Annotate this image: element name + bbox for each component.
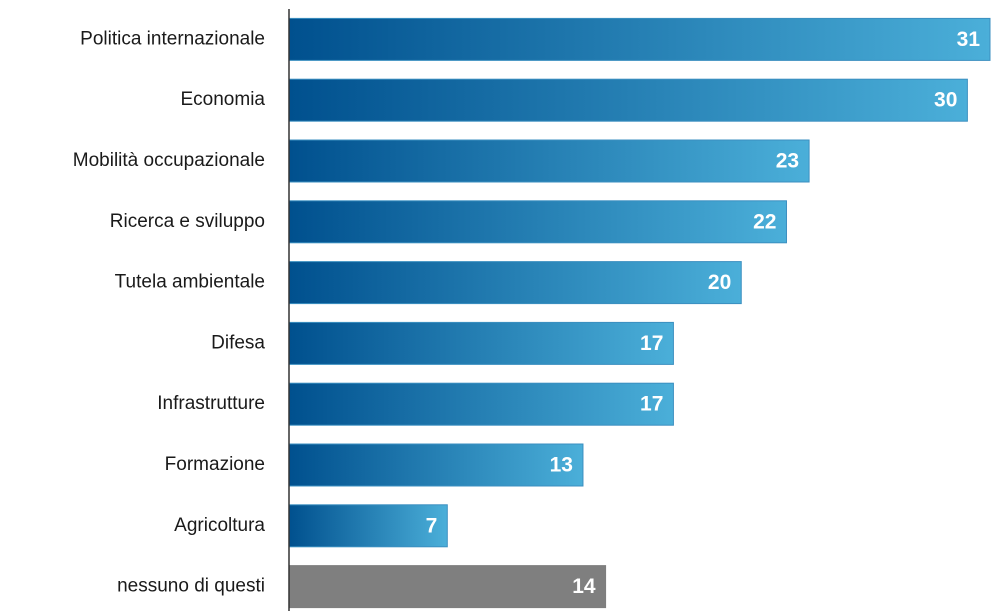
value-label: 13 [550,454,573,477]
bar [288,78,968,122]
bar [288,565,607,609]
category-label: nessuno di questi [117,576,265,597]
value-label: 31 [957,28,981,51]
category-label: Tutela ambientale [115,272,265,293]
bar [288,261,742,305]
category-label: Politica internazionale [80,28,265,49]
bar [288,17,991,61]
category-label: Infrastrutture [157,393,265,414]
value-label: 23 [776,150,799,173]
category-label: Ricerca e sviluppo [110,211,265,232]
bar [288,443,584,487]
value-label: 7 [426,514,438,537]
bar [288,321,674,365]
bar [288,382,674,426]
value-label: 20 [708,271,731,294]
category-label: Difesa [211,332,265,353]
value-label: 17 [640,332,663,355]
value-label: 14 [572,575,596,598]
category-label: Mobilità occupazionale [73,150,265,171]
category-label: Economia [181,89,266,110]
value-label: 30 [934,89,957,112]
value-label: 17 [640,393,663,416]
category-label: Agricoltura [174,515,265,536]
bar [288,200,787,244]
value-label: 22 [753,210,776,233]
bar [288,504,448,548]
category-label: Formazione [165,454,265,475]
bar [288,139,810,183]
